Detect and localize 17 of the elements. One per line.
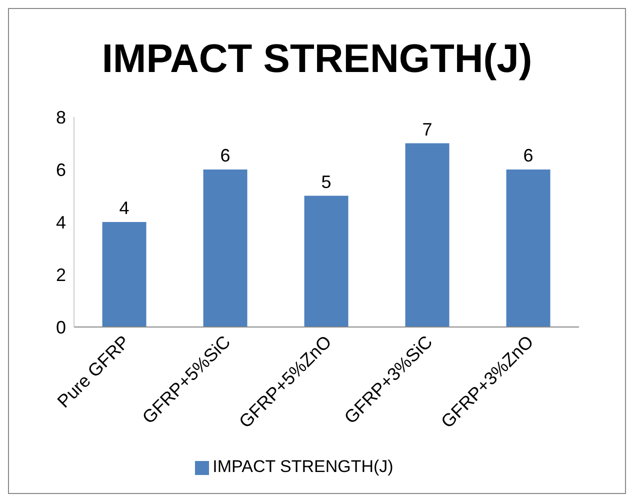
legend-label: IMPACT STRENGTH(J) [212, 457, 394, 476]
y-tick-label: 6 [56, 160, 66, 180]
chart-title: IMPACT STRENGTH(J) [100, 37, 534, 83]
data-label: 7 [422, 119, 432, 140]
y-tick-label: 4 [56, 212, 66, 232]
data-label: 6 [523, 146, 534, 166]
bar [506, 170, 550, 327]
bar [203, 170, 248, 327]
bar [405, 143, 450, 327]
data-label: 6 [220, 146, 230, 166]
y-tick-label: 8 [56, 107, 66, 128]
data-label: 5 [321, 172, 332, 192]
y-tick-label: 0 [56, 317, 66, 338]
data-label: 4 [119, 198, 130, 218]
bar [102, 222, 146, 327]
bar [304, 196, 348, 327]
y-tick-label: 2 [56, 264, 66, 285]
